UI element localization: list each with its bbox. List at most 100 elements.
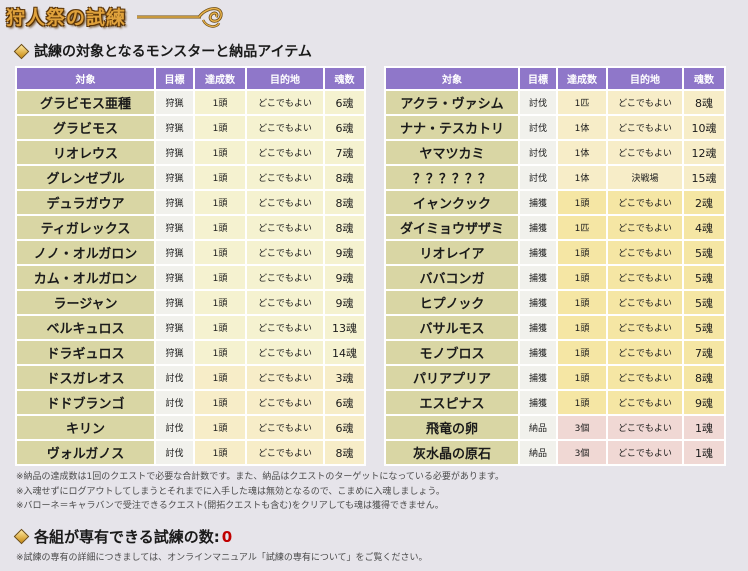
goal-cell: 捕獲 — [520, 391, 556, 414]
monster-name-cell: グレンゼブル — [17, 166, 154, 189]
destination-cell: どこでもよい — [608, 266, 682, 289]
col-header-goal: 目標 — [520, 68, 556, 89]
table-row: キリン 討伐 1頭 どこでもよい 6魂 — [17, 416, 364, 439]
monster-name-cell: ラージャン — [17, 291, 154, 314]
souls-cell: 10魂 — [684, 116, 724, 139]
goal-cell: 捕獲 — [520, 191, 556, 214]
footnote: ※試練の専有の詳細につきましては、オンラインマニュアル「試練の専有について」をご… — [16, 553, 428, 563]
table-row: ドスガレオス 討伐 1頭 どこでもよい 3魂 — [17, 366, 364, 389]
count-cell: 1頭 — [558, 316, 606, 339]
destination-cell: どこでもよい — [247, 441, 323, 464]
monster-name-cell: 灰水晶の原石 — [386, 441, 518, 464]
destination-cell: どこでもよい — [247, 191, 323, 214]
goal-cell: 狩猟 — [156, 166, 193, 189]
count-cell: 1頭 — [195, 266, 245, 289]
table-row: リオレイア 捕獲 1頭 どこでもよい 5魂 — [386, 241, 724, 264]
count-cell: 1頭 — [195, 441, 245, 464]
monster-name-cell: エスピナス — [386, 391, 518, 414]
souls-cell: 5魂 — [684, 241, 724, 264]
goal-cell: 納品 — [520, 441, 556, 464]
monster-name-cell: デュラガウア — [17, 191, 154, 214]
souls-cell: 1魂 — [684, 416, 724, 439]
destination-cell: どこでもよい — [608, 116, 682, 139]
goal-cell: 狩猟 — [156, 291, 193, 314]
goal-cell: 狩猟 — [156, 266, 193, 289]
destination-cell: どこでもよい — [247, 416, 323, 439]
goal-cell: 討伐 — [156, 391, 193, 414]
monster-name-cell: ドドブランゴ — [17, 391, 154, 414]
destination-cell: どこでもよい — [247, 241, 323, 264]
table-row: モノブロス 捕獲 1頭 どこでもよい 7魂 — [386, 341, 724, 364]
destination-cell: どこでもよい — [247, 366, 323, 389]
count-cell: 1頭 — [558, 341, 606, 364]
goal-cell: 捕獲 — [520, 291, 556, 314]
col-header-count: 達成数 — [195, 68, 245, 89]
count-cell: 1体 — [558, 141, 606, 164]
table-row: グラビモス 狩猟 1頭 どこでもよい 6魂 — [17, 116, 364, 139]
trial-table-right: 対象 目標 達成数 目的地 魂数 アクラ・ヴァシム 討伐 1匹 どこでもよい 8魂 ナナ・… — [384, 66, 726, 466]
diamond-bullet-icon — [13, 528, 30, 545]
goal-cell: 討伐 — [520, 91, 556, 114]
souls-cell: 9魂 — [325, 291, 364, 314]
page-title: 狩人祭の試練 — [6, 7, 127, 29]
monster-name-cell: アクラ・ヴァシム — [386, 91, 518, 114]
goal-cell: 狩猟 — [156, 191, 193, 214]
count-cell: 1頭 — [195, 216, 245, 239]
count-cell: 1頭 — [558, 366, 606, 389]
table-row: ドドブランゴ 討伐 1頭 どこでもよい 6魂 — [17, 391, 364, 414]
section-heading-exclusive: 各組が専有できる試練の数: 0 — [13, 526, 232, 547]
goal-cell: 討伐 — [156, 416, 193, 439]
souls-cell: 6魂 — [325, 91, 364, 114]
souls-cell: 13魂 — [325, 316, 364, 339]
col-header-souls: 魂数 — [684, 68, 724, 89]
souls-cell: 8魂 — [325, 191, 364, 214]
monster-name-cell: ノノ・オルガロン — [17, 241, 154, 264]
col-header-souls: 魂数 — [325, 68, 364, 89]
count-cell: 1頭 — [195, 366, 245, 389]
count-cell: 3個 — [558, 416, 606, 439]
monster-name-cell: ドスガレオス — [17, 366, 154, 389]
souls-cell: 15魂 — [684, 166, 724, 189]
table-row: デュラガウア 狩猟 1頭 どこでもよい 8魂 — [17, 191, 364, 214]
souls-cell: 8魂 — [325, 166, 364, 189]
col-header-target: 対象 — [17, 68, 154, 89]
destination-cell: どこでもよい — [247, 391, 323, 414]
souls-cell: 14魂 — [325, 341, 364, 364]
table-row: リオレウス 狩猟 1頭 どこでもよい 7魂 — [17, 141, 364, 164]
souls-cell: 4魂 — [684, 216, 724, 239]
page-title-banner: 狩人祭の試練 — [4, 2, 264, 32]
souls-cell: 5魂 — [684, 316, 724, 339]
monster-name-cell: グラビモス亜種 — [17, 91, 154, 114]
table-row: 灰水晶の原石 納品 3個 どこでもよい 1魂 — [386, 441, 724, 464]
destination-cell: どこでもよい — [608, 441, 682, 464]
monster-name-cell: ティガレックス — [17, 216, 154, 239]
monster-name-cell: カム・オルガロン — [17, 266, 154, 289]
table-row: バサルモス 捕獲 1頭 どこでもよい 5魂 — [386, 316, 724, 339]
goal-cell: 狩猟 — [156, 316, 193, 339]
destination-cell: どこでもよい — [608, 316, 682, 339]
count-cell: 1頭 — [195, 341, 245, 364]
count-cell: 1頭 — [195, 391, 245, 414]
goal-cell: 狩猟 — [156, 216, 193, 239]
destination-cell: どこでもよい — [247, 141, 323, 164]
destination-cell: どこでもよい — [608, 366, 682, 389]
souls-cell: 8魂 — [684, 366, 724, 389]
count-cell: 1体 — [558, 166, 606, 189]
table-row: アクラ・ヴァシム 討伐 1匹 どこでもよい 8魂 — [386, 91, 724, 114]
count-cell: 1頭 — [195, 166, 245, 189]
monster-name-cell: イャンクック — [386, 191, 518, 214]
count-cell: 1頭 — [558, 291, 606, 314]
goal-cell: 捕獲 — [520, 316, 556, 339]
table-row: ダイミョウザザミ 捕獲 1匹 どこでもよい 4魂 — [386, 216, 724, 239]
monster-name-cell: ババコンガ — [386, 266, 518, 289]
table-row: イャンクック 捕獲 1頭 どこでもよい 2魂 — [386, 191, 724, 214]
table-row: ティガレックス 狩猟 1頭 どこでもよい 8魂 — [17, 216, 364, 239]
souls-cell: 3魂 — [325, 366, 364, 389]
souls-cell: 8魂 — [684, 91, 724, 114]
destination-cell: どこでもよい — [608, 341, 682, 364]
trial-table-left: 対象 目標 達成数 目的地 魂数 グラビモス亜種 狩猟 1頭 どこでもよい 6魂 グラビモ… — [15, 66, 366, 466]
goal-cell: 討伐 — [520, 116, 556, 139]
ornament-swirl-icon — [137, 7, 223, 28]
col-header-target: 対象 — [386, 68, 518, 89]
note-line: ※入魂せずにログアウトしてしまうとそれまでに入手した魂は無効となるので、こまめに… — [16, 486, 445, 497]
